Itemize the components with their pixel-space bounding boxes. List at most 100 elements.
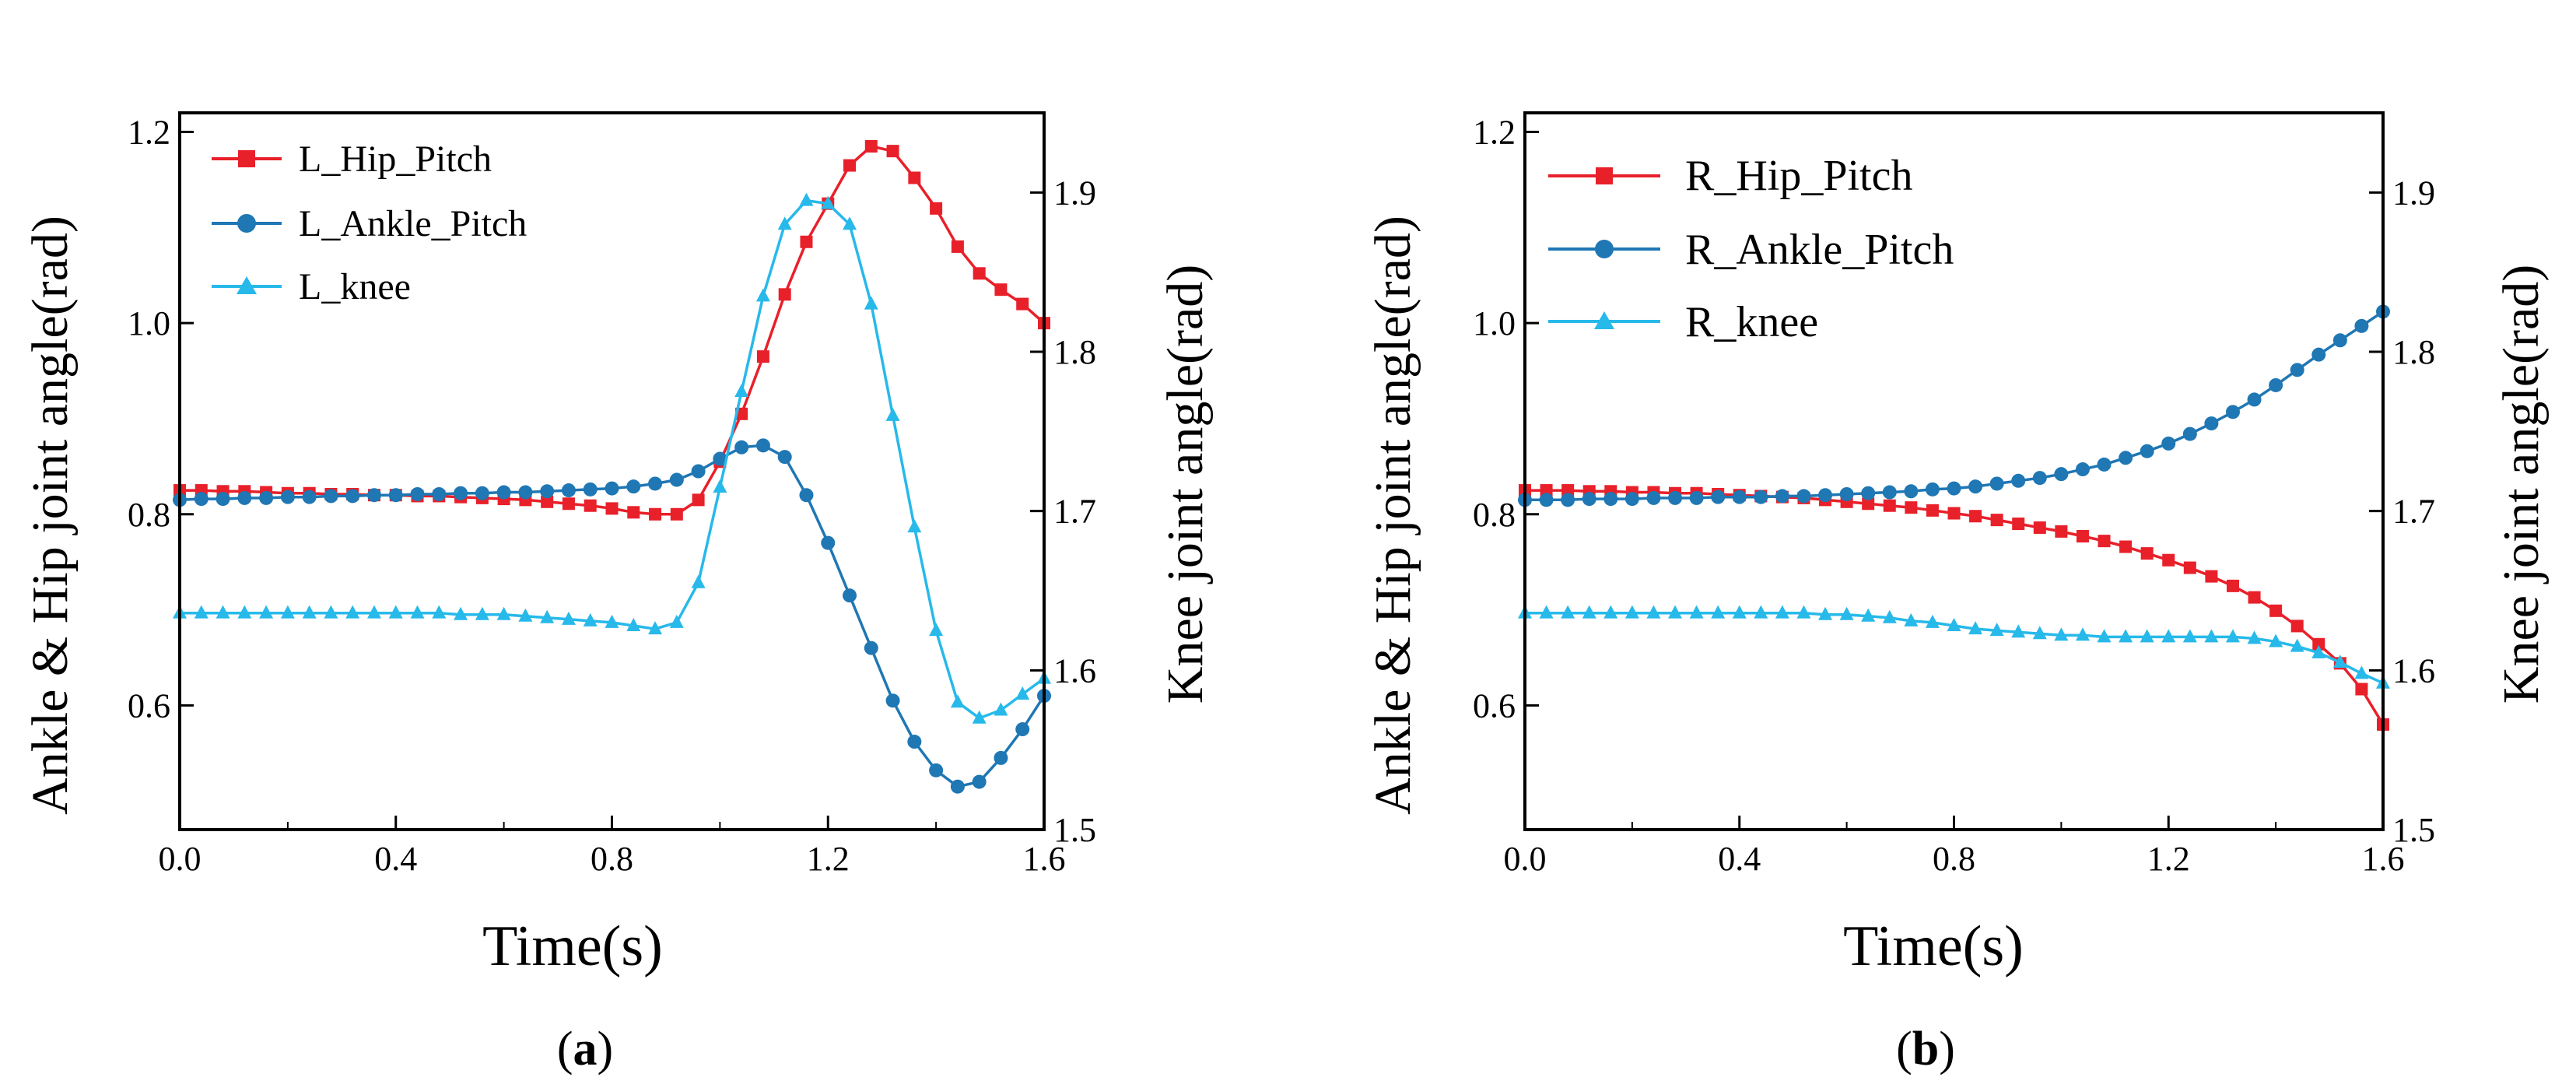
data-point-l-knee <box>583 612 598 626</box>
data-point-r-ankle-pitch <box>2075 462 2090 477</box>
x-axis-title: Time(s) <box>1843 914 2024 978</box>
data-point-r-hip-pitch <box>1926 504 1939 517</box>
data-point-r-knee <box>1711 605 1726 619</box>
data-point-l-knee <box>216 605 230 619</box>
data-point-r-hip-pitch <box>2076 530 2089 543</box>
data-point-l-knee <box>454 606 468 620</box>
data-point-r-ankle-pitch <box>2204 416 2219 431</box>
data-point-r-ankle-pitch <box>2097 457 2112 472</box>
panel-b: Ankle & Hip joint angle(rad) Knee joint … <box>1365 111 2550 1076</box>
data-point-r-ankle-pitch <box>1947 481 1961 496</box>
data-point-r-knee <box>1925 614 1940 628</box>
x-tick-label: 0.4 <box>374 840 417 878</box>
data-point-r-ankle-pitch <box>1754 490 1768 504</box>
data-point-l-hip-pitch <box>1016 297 1029 311</box>
data-point-r-hip-pitch <box>1947 507 1961 520</box>
data-point-l-ankle-pitch <box>496 485 511 500</box>
data-point-r-knee <box>2054 627 2069 641</box>
data-point-l-knee <box>821 195 836 209</box>
data-point-r-hip-pitch <box>2162 553 2175 567</box>
y-tick-label-right: 1.6 <box>1053 651 1096 690</box>
data-point-r-ankle-pitch <box>1732 490 1747 504</box>
data-point-r-knee <box>1582 605 1596 619</box>
data-point-r-knee <box>2140 629 2154 643</box>
data-point-r-knee <box>2075 627 2090 641</box>
data-point-l-knee <box>843 216 857 230</box>
data-point-l-knee <box>518 608 533 622</box>
data-point-l-ankle-pitch <box>237 490 252 505</box>
data-point-r-hip-pitch <box>2183 561 2196 574</box>
data-point-l-ankle-pitch <box>669 472 684 487</box>
data-point-r-hip-pitch <box>2033 521 2046 534</box>
legend-item-l-knee: L_knee <box>212 266 411 307</box>
data-point-r-ankle-pitch <box>2054 467 2069 482</box>
data-point-l-ankle-pitch <box>432 486 447 501</box>
data-point-r-knee <box>1561 605 1575 619</box>
data-point-l-knee <box>388 605 403 619</box>
data-point-l-hip-pitch <box>843 159 857 172</box>
series-line-l-hip-pitch <box>180 145 1046 516</box>
data-point-l-ankle-pitch <box>324 489 338 504</box>
data-point-r-ankle-pitch <box>2247 392 2262 407</box>
data-point-l-knee <box>561 611 576 625</box>
x-tick-label: 1.6 <box>2362 840 2405 878</box>
x-tick-label: 1.2 <box>807 840 850 878</box>
legend-item-r-hip-pitch: R_Hip_Pitch <box>1548 152 1912 200</box>
data-point-l-hip-pitch <box>864 139 878 153</box>
data-point-l-knee <box>259 605 274 619</box>
y-tick-label-right: 1.5 <box>1053 811 1096 849</box>
x-tick-label: 1.6 <box>1023 840 1066 878</box>
data-point-l-ankle-pitch <box>626 479 641 494</box>
data-point-r-ankle-pitch <box>1989 476 2004 491</box>
data-point-l-ankle-pitch <box>259 490 274 505</box>
data-point-l-knee <box>755 288 770 302</box>
data-point-l-knee <box>648 621 663 635</box>
data-point-r-knee <box>1646 605 1661 619</box>
data-point-r-ankle-pitch <box>2140 444 2154 458</box>
data-point-r-ankle-pitch <box>2161 436 2176 451</box>
data-point-l-knee <box>324 605 338 619</box>
data-point-r-ankle-pitch <box>2032 471 2047 486</box>
data-point-l-ankle-pitch <box>799 488 814 503</box>
plot-frame <box>178 111 1046 831</box>
data-point-l-hip-pitch <box>605 502 619 515</box>
data-point-l-hip-pitch <box>562 497 575 511</box>
data-point-r-ankle-pitch <box>1624 492 1639 507</box>
legend-label-l-hip-pitch: L_Hip_Pitch <box>299 139 492 180</box>
legend-square-marker <box>238 150 255 167</box>
data-point-l-knee <box>799 192 814 206</box>
data-point-l-knee <box>237 605 252 619</box>
y-tick-label-left: 0.6 <box>1473 686 1516 725</box>
data-point-r-knee <box>1882 609 1897 623</box>
legend-label-l-ankle-pitch: L_Ankle_Pitch <box>299 203 527 244</box>
y-axis-title-left: Ankle & Hip joint angle(rad) <box>1365 216 1421 815</box>
data-point-r-knee <box>1603 605 1618 619</box>
data-point-r-knee <box>1839 606 1854 620</box>
data-point-r-knee <box>2032 626 2047 640</box>
y-tick-label-right: 1.5 <box>2392 811 2435 849</box>
y-tick-label-left: 1.2 <box>1473 114 1516 152</box>
legend: R_Hip_Pitch R_Ankle_Pitch R_knee <box>1548 152 1954 346</box>
y-tick-label-left: 1.0 <box>128 304 170 342</box>
legend-label-r-hip-pitch: R_Hip_Pitch <box>1685 152 1912 200</box>
y-tick-label-right: 1.6 <box>2392 651 2435 690</box>
data-point-r-ankle-pitch <box>2119 451 2133 465</box>
data-point-l-ankle-pitch <box>821 535 836 550</box>
y-tick-label-right: 1.9 <box>2392 174 2435 212</box>
data-point-r-knee <box>1904 612 1919 626</box>
data-point-r-hip-pitch <box>1883 499 1896 512</box>
data-point-r-hip-pitch <box>2248 591 2261 604</box>
data-point-r-ankle-pitch <box>2225 405 2240 419</box>
data-point-r-ankle-pitch <box>2182 426 2197 441</box>
legend-label-l-knee: L_knee <box>299 266 411 307</box>
data-point-r-knee <box>2269 633 2283 648</box>
data-point-l-ankle-pitch <box>194 492 209 507</box>
data-point-r-ankle-pitch <box>2290 363 2304 377</box>
y-tick-label-left: 1.2 <box>128 114 170 152</box>
data-point-r-knee <box>1539 605 1554 619</box>
data-point-l-ankle-pitch <box>843 588 857 603</box>
data-point-l-ankle-pitch <box>561 483 576 498</box>
data-point-r-knee <box>2311 644 2326 658</box>
y-tick-label-right: 1.8 <box>2392 333 2435 371</box>
